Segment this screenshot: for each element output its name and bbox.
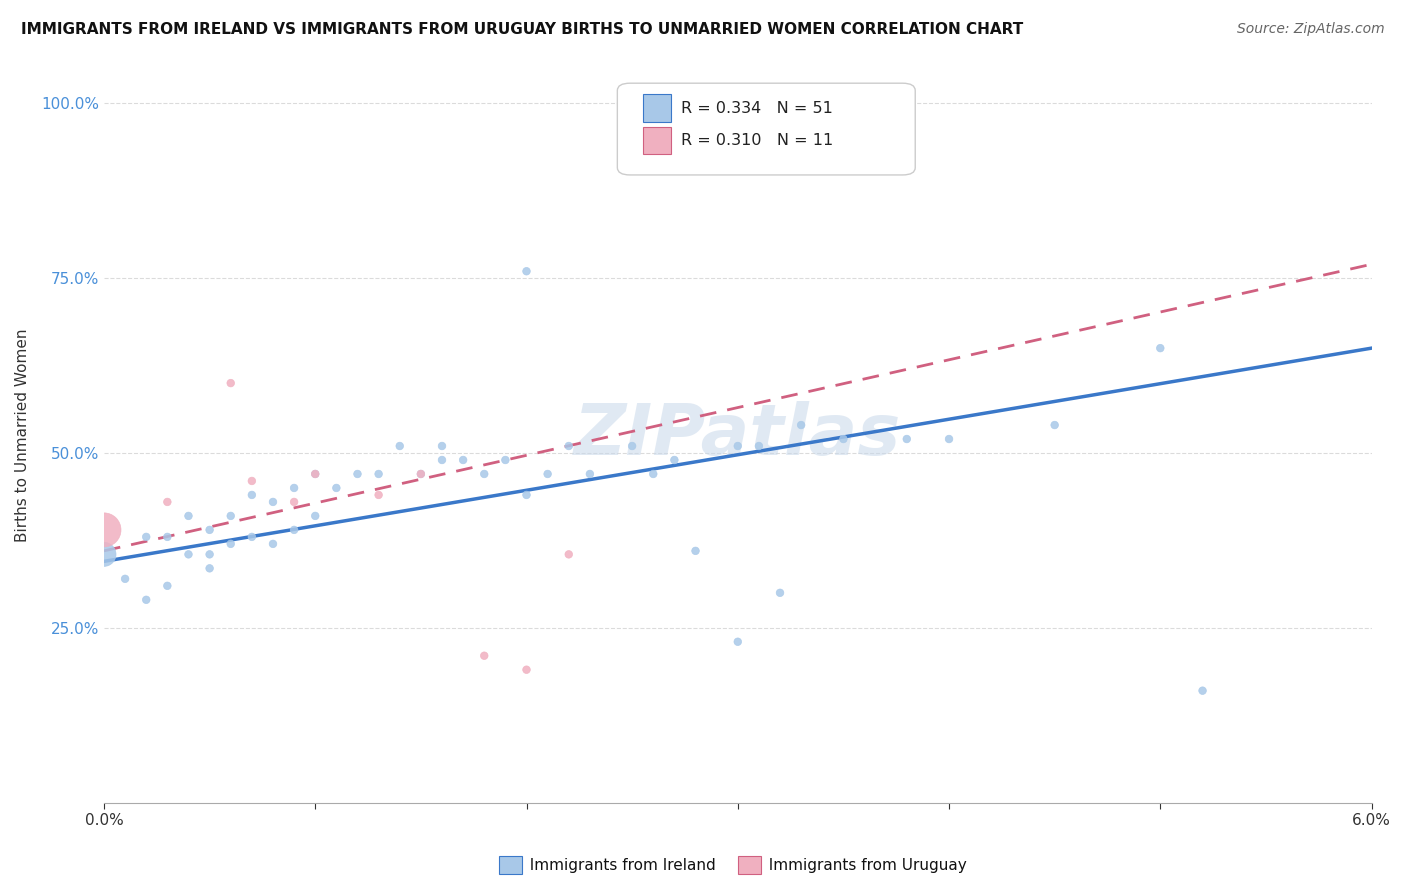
Point (219, 508, 242, 523)
Point (896, 432, 918, 446)
Point (558, 439, 581, 453)
Point (430, 453, 453, 467)
FancyBboxPatch shape (643, 127, 671, 154)
Point (367, 467, 389, 481)
Point (727, 634, 749, 648)
Point (409, 467, 432, 481)
Point (494, 453, 516, 467)
Point (1043, 417, 1066, 432)
Point (579, 467, 602, 481)
Point (283, 495, 305, 509)
Point (156, 530, 179, 544)
Text: ZIPatlas: ZIPatlas (574, 401, 901, 470)
Point (430, 439, 453, 453)
Point (367, 488, 389, 502)
Point (472, 648, 495, 663)
Point (685, 544, 707, 558)
Point (219, 376, 242, 390)
Point (283, 523, 305, 537)
Text: Immigrants from Uruguay: Immigrants from Uruguay (759, 858, 967, 872)
Point (558, 547, 581, 561)
Point (748, 439, 770, 453)
Point (135, 530, 157, 544)
Point (93, 523, 115, 537)
Point (156, 495, 179, 509)
Point (832, 432, 855, 446)
Point (769, 586, 792, 600)
Point (515, 264, 537, 278)
Point (664, 453, 686, 467)
Point (1191, 683, 1213, 698)
Point (177, 508, 200, 523)
Point (156, 579, 179, 593)
Point (643, 467, 665, 481)
Point (727, 439, 749, 453)
Point (198, 561, 221, 575)
Point (240, 474, 263, 488)
Text: R = 0.310   N = 11: R = 0.310 N = 11 (681, 133, 832, 148)
Point (198, 523, 221, 537)
Point (325, 481, 347, 495)
Point (515, 488, 537, 502)
Point (536, 467, 558, 481)
FancyBboxPatch shape (643, 95, 671, 122)
Point (472, 467, 495, 481)
Point (114, 572, 136, 586)
Point (938, 432, 960, 446)
Point (621, 439, 644, 453)
Point (240, 530, 263, 544)
Point (198, 547, 221, 561)
Y-axis label: Births to Unmarried Women: Births to Unmarried Women (15, 329, 30, 542)
Point (451, 453, 474, 467)
Point (304, 508, 326, 523)
Point (346, 467, 368, 481)
Text: Immigrants from Ireland: Immigrants from Ireland (520, 858, 716, 872)
Point (177, 547, 200, 561)
Point (93, 547, 115, 561)
Text: Source: ZipAtlas.com: Source: ZipAtlas.com (1237, 22, 1385, 37)
Point (1149, 341, 1171, 355)
FancyBboxPatch shape (617, 83, 915, 175)
Point (262, 537, 284, 551)
Point (388, 439, 411, 453)
Point (515, 663, 537, 677)
Point (283, 481, 305, 495)
Point (304, 467, 326, 481)
Point (135, 592, 157, 607)
Point (409, 467, 432, 481)
Text: R = 0.334   N = 51: R = 0.334 N = 51 (681, 101, 832, 116)
Point (790, 417, 813, 432)
Point (219, 537, 242, 551)
Point (304, 467, 326, 481)
Text: IMMIGRANTS FROM IRELAND VS IMMIGRANTS FROM URUGUAY BIRTHS TO UNMARRIED WOMEN COR: IMMIGRANTS FROM IRELAND VS IMMIGRANTS FR… (21, 22, 1024, 37)
Point (240, 488, 263, 502)
Point (262, 495, 284, 509)
